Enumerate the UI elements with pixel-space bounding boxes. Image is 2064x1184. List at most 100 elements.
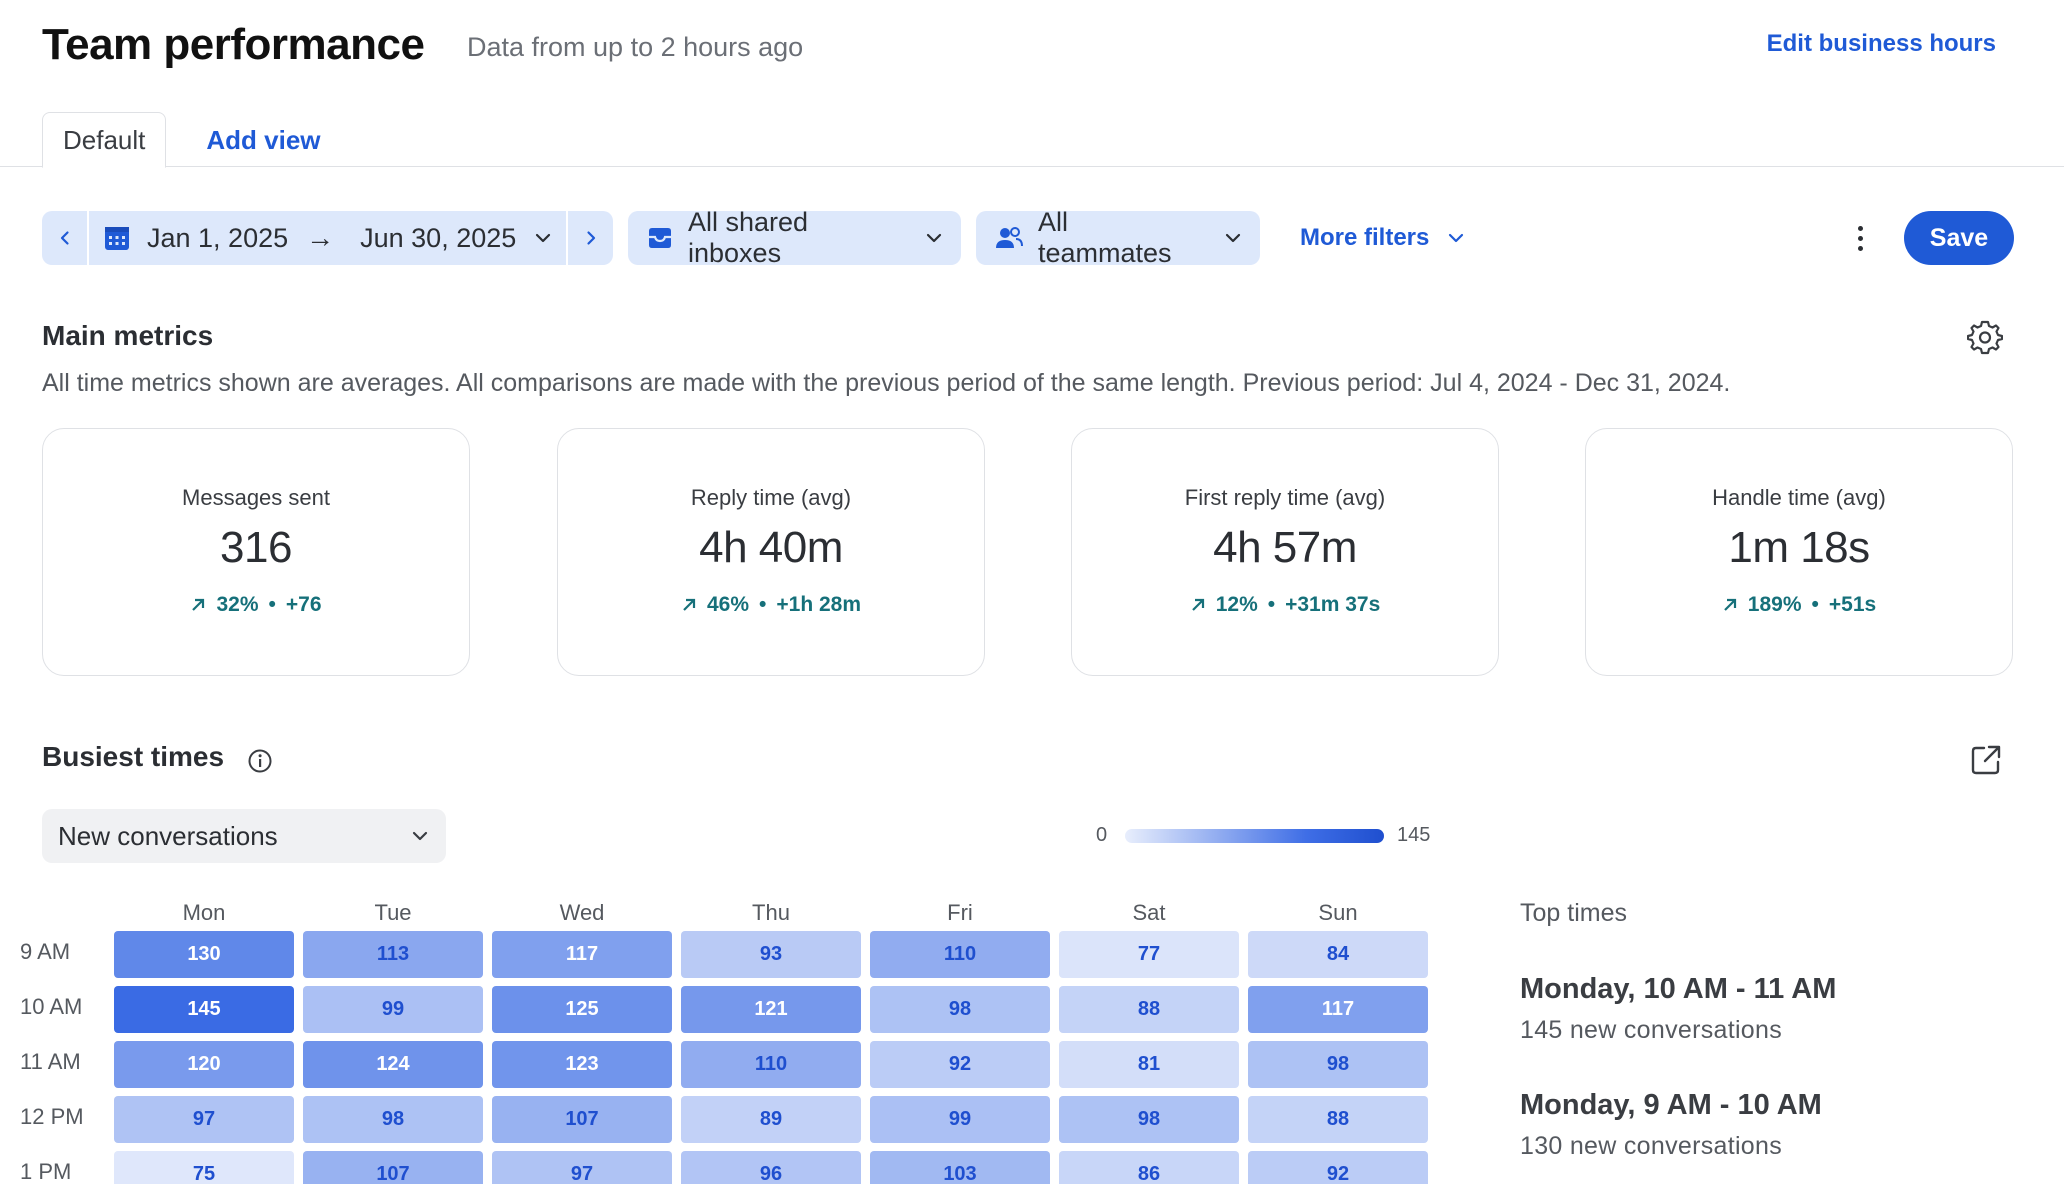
arrow-up-right-icon: [1191, 598, 1204, 611]
metric-card-first-reply-time: First reply time (avg) 4h 57m 12% • +31m…: [1071, 428, 1499, 676]
date-end: Jun 30, 2025: [360, 222, 517, 253]
heatmap-cell[interactable]: 99: [870, 1096, 1050, 1143]
page-title: Team performance: [42, 20, 425, 69]
heatmap-cell[interactable]: 98: [1248, 1041, 1428, 1088]
metric-delta-absolute: +51s: [1828, 593, 1877, 616]
more-filters-button[interactable]: More filters: [1300, 211, 1465, 265]
metric-delta-percent: 32%: [216, 593, 259, 616]
bullet-separator: •: [759, 593, 767, 616]
next-period-button[interactable]: [566, 211, 613, 265]
heatmap-cell[interactable]: 88: [1248, 1096, 1428, 1143]
arrow-up-right-icon: [683, 598, 696, 611]
metric-value: 1m 18s: [1728, 523, 1870, 572]
heatmap-cell[interactable]: 125: [492, 986, 672, 1033]
metric-label: Handle time (avg): [1712, 485, 1886, 510]
heatmap-cell[interactable]: 75: [114, 1151, 294, 1184]
previous-period-button[interactable]: [42, 211, 89, 265]
arrow-up-right-icon: [1724, 598, 1736, 611]
heatmap-hour-label: 10 AM: [20, 994, 83, 1019]
metric-delta-absolute: +31m 37s: [1285, 593, 1381, 616]
heatmap-cell[interactable]: 86: [1059, 1151, 1239, 1184]
chevron-down-icon: [410, 826, 430, 846]
heatmap-cell[interactable]: 130: [114, 931, 294, 978]
top-time-2-when: Monday, 9 AM - 10 AM: [1520, 1089, 1822, 1121]
metric-card-reply-time: Reply time (avg) 4h 40m 46% • +1h 28m: [557, 428, 985, 676]
metric-value: 4h 40m: [699, 523, 843, 572]
metric-value: 316: [220, 523, 292, 572]
heatmap-cell[interactable]: 92: [1248, 1151, 1428, 1184]
chevron-down-icon: [1447, 229, 1465, 247]
metric-delta-absolute: +76: [285, 593, 322, 616]
tabs-divider: [0, 166, 2064, 167]
open-external-icon[interactable]: [1970, 744, 2002, 781]
heatmap-day-mon: Mon: [182, 900, 226, 925]
data-freshness-note: Data from up to 2 hours ago: [467, 32, 804, 62]
heatmap-cell[interactable]: 93: [681, 931, 861, 978]
heatmap-day-sat: Sat: [1132, 900, 1166, 925]
heatmap-cell[interactable]: 123: [492, 1041, 672, 1088]
more-filters-label: More filters: [1300, 224, 1430, 251]
heatmap-cell[interactable]: 98: [303, 1096, 483, 1143]
bullet-separator: •: [268, 593, 276, 616]
heatmap-legend-max: 145: [1397, 824, 1431, 846]
heatmap-cell[interactable]: 110: [681, 1041, 861, 1088]
heatmap-cell[interactable]: 121: [681, 986, 861, 1033]
metric-label: Messages sent: [182, 485, 330, 510]
heatmap-cell[interactable]: 113: [303, 931, 483, 978]
bullet-separator: •: [1267, 593, 1276, 616]
inbox-filter-dropdown[interactable]: All shared inboxes: [628, 207, 961, 268]
tab-add-view[interactable]: Add view: [206, 124, 321, 155]
busiest-metric-select[interactable]: New conversations: [42, 809, 446, 863]
heatmap-legend-gradient: [1125, 829, 1384, 843]
heatmap-cell[interactable]: 88: [1059, 986, 1239, 1033]
date-range-dropdown[interactable]: Jan 1, 2025 → Jun 30, 2025: [89, 211, 566, 265]
teammate-filter-label: All teammates: [1038, 207, 1172, 268]
heatmap-cell[interactable]: 89: [681, 1096, 861, 1143]
heatmap-cell[interactable]: 124: [303, 1041, 483, 1088]
metric-delta-percent: 189%: [1747, 593, 1802, 616]
inbox-filter-label: All shared inboxes: [688, 207, 809, 268]
heatmap-cell[interactable]: 77: [1059, 931, 1239, 978]
heatmap-cell[interactable]: 120: [114, 1041, 294, 1088]
heatmap-cell[interactable]: 145: [114, 986, 294, 1033]
heatmap-cell[interactable]: 103: [870, 1151, 1050, 1184]
heatmap-cell[interactable]: 84: [1248, 931, 1428, 978]
heatmap-cell[interactable]: 117: [492, 931, 672, 978]
heatmap-cell[interactable]: 97: [492, 1151, 672, 1184]
gear-icon[interactable]: [1966, 319, 2004, 360]
heatmap-cell[interactable]: 107: [303, 1151, 483, 1184]
heatmap-cell[interactable]: 98: [870, 986, 1050, 1033]
metric-value: 4h 57m: [1213, 523, 1357, 572]
heatmap-cell[interactable]: 92: [870, 1041, 1050, 1088]
heatmap-cell[interactable]: 110: [870, 931, 1050, 978]
more-options-icon[interactable]: [1850, 219, 1870, 257]
heatmap-cell[interactable]: 99: [303, 986, 483, 1033]
heatmap-day-fri: Fri: [947, 900, 973, 925]
chevron-right-icon: [586, 231, 595, 245]
main-metrics-title: Main metrics: [42, 320, 214, 351]
top-time-1-when: Monday, 10 AM - 11 AM: [1520, 973, 1837, 1005]
tab-default[interactable]: Default: [42, 112, 167, 168]
chevron-down-icon: [534, 223, 552, 254]
view-tabs: Default Add view: [42, 112, 341, 168]
heatmap-cell[interactable]: 81: [1059, 1041, 1239, 1088]
date-range-picker: Jan 1, 2025 → Jun 30, 2025: [42, 211, 613, 265]
chevron-down-icon: [925, 229, 943, 247]
heatmap-cell[interactable]: 107: [492, 1096, 672, 1143]
save-button[interactable]: Save: [1904, 211, 2014, 265]
metric-label: First reply time (avg): [1184, 485, 1386, 510]
heatmap-cell[interactable]: 96: [681, 1151, 861, 1184]
edit-business-hours-link[interactable]: Edit business hours: [1766, 30, 1996, 57]
heatmap-cell[interactable]: 98: [1059, 1096, 1239, 1143]
arrow-right-icon: →: [306, 222, 335, 253]
arrow-up-right-icon: [192, 598, 205, 611]
heatmap-cell[interactable]: 97: [114, 1096, 294, 1143]
heatmap-day-sun: Sun: [1318, 900, 1358, 925]
teammate-filter-dropdown[interactable]: All teammates: [976, 207, 1260, 268]
info-icon[interactable]: [247, 748, 273, 779]
heatmap-hour-label: 1 PM: [20, 1159, 72, 1184]
heatmap-cell[interactable]: 117: [1248, 986, 1428, 1033]
metric-delta-percent: 46%: [706, 593, 750, 616]
inbox-icon: [646, 225, 674, 251]
metric-label: Reply time (avg): [690, 485, 852, 510]
